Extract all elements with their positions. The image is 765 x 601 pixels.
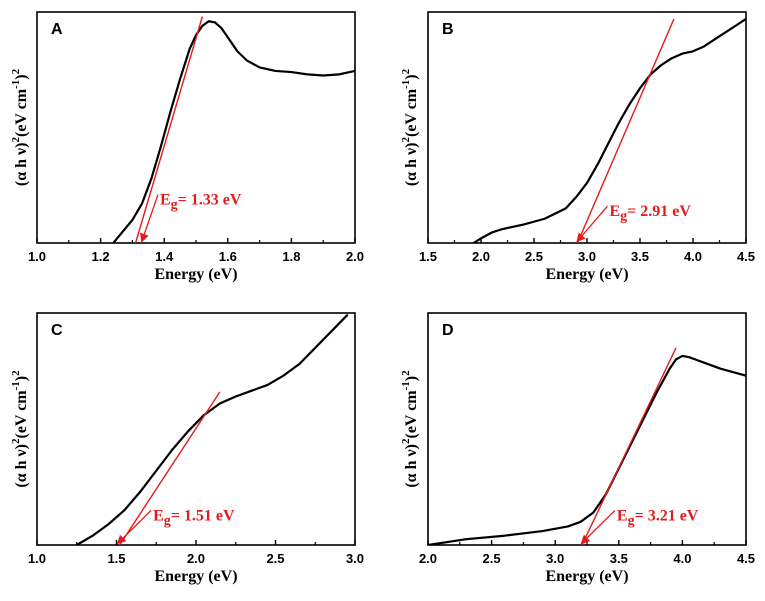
y-label-sup-2b: 2 bbox=[400, 68, 412, 74]
panel-letter: D bbox=[442, 322, 454, 339]
x-tick-label: 3.0 bbox=[346, 551, 364, 566]
band-gap-label: Eg= 1.51 eV bbox=[153, 507, 235, 528]
eg-main: E bbox=[153, 507, 164, 524]
y-axis-title: (α h ν)2(eV cm-1)2 bbox=[10, 68, 30, 186]
linear-fit-line bbox=[576, 18, 675, 243]
x-tick-label: 2.0 bbox=[346, 249, 364, 264]
y-axis-title: (α h ν)2(eV cm-1)2 bbox=[400, 68, 420, 186]
y-label-sup-2: 2 bbox=[400, 438, 412, 444]
eg-value: = 1.51 eV bbox=[171, 507, 235, 524]
band-gap-arrow bbox=[140, 194, 159, 243]
eg-subscript: g bbox=[620, 209, 627, 224]
eg-value: = 1.33 eV bbox=[178, 192, 242, 209]
x-tick-label: 1.0 bbox=[28, 249, 46, 264]
linear-fit-line bbox=[134, 16, 204, 243]
x-tick-label: 1.2 bbox=[92, 249, 110, 264]
eg-value: = 2.91 eV bbox=[627, 203, 691, 220]
y-label-sup-minus-1: -1 bbox=[10, 80, 22, 89]
x-tick-label: 2.0 bbox=[419, 551, 437, 566]
eg-subscript: g bbox=[171, 198, 178, 213]
y-axis-title: (α h ν)2(eV cm-1)2 bbox=[400, 370, 420, 488]
band-gap-label: Eg= 1.33 eV bbox=[160, 192, 242, 213]
y-label-sup-minus-1: -1 bbox=[400, 80, 412, 89]
y-label-units: (eV cm bbox=[13, 390, 30, 439]
eg-main: E bbox=[609, 203, 620, 220]
series-curve bbox=[112, 20, 355, 243]
y-label-sup-2b: 2 bbox=[10, 370, 22, 376]
y-label-sup-2b: 2 bbox=[10, 68, 22, 74]
x-axis-title: Energy (eV) bbox=[154, 266, 237, 283]
band-gap-label: Eg= 2.91 eV bbox=[609, 203, 691, 224]
x-axis-title: Energy (eV) bbox=[545, 266, 628, 283]
series-curve bbox=[428, 354, 746, 545]
panel-letter: B bbox=[442, 21, 454, 38]
x-tick-label: 2.0 bbox=[187, 551, 205, 566]
x-tick-label: 2.0 bbox=[472, 249, 490, 264]
x-axis-title: Energy (eV) bbox=[154, 568, 237, 585]
x-tick-label: 1.5 bbox=[419, 249, 437, 264]
y-label-alpha-h-nu: (α h ν) bbox=[403, 444, 420, 488]
x-tick-label: 4.0 bbox=[673, 551, 691, 566]
y-label-units: (eV cm bbox=[403, 88, 420, 137]
y-label-units: (eV cm bbox=[13, 88, 30, 137]
x-tick-label: 3.5 bbox=[631, 249, 649, 264]
y-label-alpha-h-nu: (α h ν) bbox=[13, 142, 30, 186]
y-label-sup-minus-1: -1 bbox=[10, 381, 22, 390]
x-tick-label: 2.5 bbox=[266, 551, 284, 566]
y-label-alpha-h-nu: (α h ν) bbox=[13, 444, 30, 488]
x-tick-label: 3.0 bbox=[546, 551, 564, 566]
panel-b: B 1.5 2.0 2.5 3.0 3.5 4.0 4.5 Energy (eV) (α h ν)… bbox=[400, 11, 755, 283]
x-tick-label: 1.4 bbox=[155, 249, 174, 264]
eg-main: E bbox=[160, 192, 171, 209]
y-axis-title: (α h ν)2(eV cm-1)2 bbox=[10, 370, 30, 488]
x-tick-label: 1.6 bbox=[219, 249, 237, 264]
panel-letter: A bbox=[51, 21, 63, 38]
x-tick-label: 3.5 bbox=[610, 551, 628, 566]
y-label-sup-2b: 2 bbox=[400, 370, 412, 376]
eg-value: = 3.21 eV bbox=[635, 507, 699, 524]
series-curve bbox=[472, 17, 746, 243]
panel-letter: C bbox=[51, 322, 63, 339]
y-label-sup-2: 2 bbox=[10, 136, 22, 142]
y-label-close: ) bbox=[13, 74, 30, 79]
x-tick-label: 1.8 bbox=[282, 249, 300, 264]
series-curve bbox=[75, 314, 349, 545]
eg-subscript: g bbox=[628, 513, 635, 528]
linear-fit-line bbox=[119, 391, 221, 545]
x-tick-label: 2.5 bbox=[483, 551, 501, 566]
band-gap-arrow bbox=[116, 509, 152, 545]
x-tick-label: 4.5 bbox=[737, 551, 755, 566]
y-label-sup-minus-1: -1 bbox=[400, 381, 412, 390]
y-label-alpha-h-nu: (α h ν) bbox=[403, 142, 420, 186]
eg-subscript: g bbox=[164, 513, 171, 528]
x-tick-label: 4.5 bbox=[737, 249, 755, 264]
y-label-sup-2: 2 bbox=[400, 136, 412, 142]
plot-frame bbox=[427, 11, 747, 244]
band-gap-arrow bbox=[576, 205, 608, 243]
x-tick-label: 4.0 bbox=[684, 249, 702, 264]
band-gap-arrow bbox=[580, 509, 616, 545]
x-tick-label: 1.0 bbox=[28, 551, 46, 566]
y-label-sup-2: 2 bbox=[10, 438, 22, 444]
y-label-units: (eV cm bbox=[403, 390, 420, 439]
y-label-close: ) bbox=[403, 376, 420, 381]
eg-main: E bbox=[617, 507, 628, 524]
x-tick-label: 1.5 bbox=[107, 551, 125, 566]
x-tick-label: 2.5 bbox=[525, 249, 543, 264]
y-label-close: ) bbox=[13, 376, 30, 381]
y-label-close: ) bbox=[403, 74, 420, 79]
linear-fit-line bbox=[581, 347, 677, 545]
band-gap-label: Eg= 3.21 eV bbox=[617, 507, 699, 528]
x-axis-title: Energy (eV) bbox=[545, 568, 628, 585]
x-tick-label: 3.0 bbox=[578, 249, 596, 264]
